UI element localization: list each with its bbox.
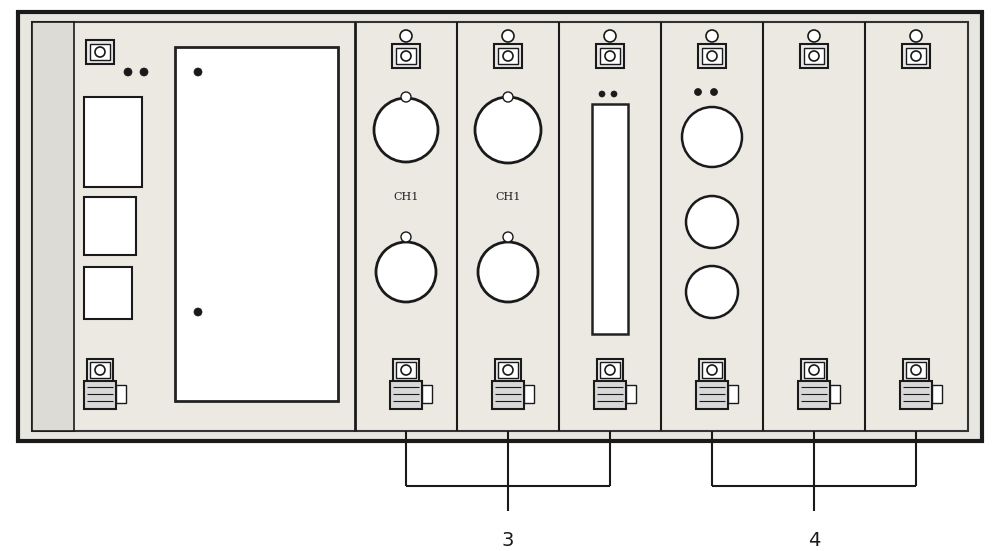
Circle shape: [194, 308, 202, 316]
Bar: [524, 385, 534, 403]
Circle shape: [401, 232, 411, 242]
Circle shape: [605, 51, 615, 61]
Circle shape: [686, 266, 738, 318]
Bar: [596, 44, 624, 68]
Circle shape: [124, 68, 132, 76]
Bar: [495, 359, 521, 381]
Circle shape: [686, 196, 738, 248]
Bar: [84, 267, 132, 319]
Circle shape: [808, 30, 820, 42]
Circle shape: [710, 89, 718, 95]
Circle shape: [400, 30, 412, 42]
Bar: [903, 359, 929, 381]
Bar: [494, 44, 522, 68]
Bar: [798, 381, 830, 409]
Bar: [116, 385, 126, 403]
Bar: [90, 44, 110, 60]
Text: 3: 3: [502, 531, 514, 550]
Bar: [830, 385, 840, 403]
Text: 4: 4: [808, 531, 820, 550]
Circle shape: [682, 107, 742, 167]
Circle shape: [95, 47, 105, 57]
Bar: [87, 359, 113, 381]
Bar: [175, 47, 338, 401]
Circle shape: [707, 365, 717, 375]
Bar: [498, 48, 518, 64]
Bar: [804, 48, 824, 64]
Circle shape: [401, 51, 411, 61]
Bar: [594, 381, 626, 409]
Circle shape: [694, 89, 702, 95]
Bar: [728, 385, 738, 403]
Bar: [422, 385, 432, 403]
Bar: [84, 97, 142, 187]
Bar: [702, 48, 722, 64]
Bar: [696, 381, 728, 409]
Circle shape: [605, 365, 615, 375]
Circle shape: [604, 30, 616, 42]
Circle shape: [503, 232, 513, 242]
Bar: [396, 48, 416, 64]
Bar: [86, 40, 114, 64]
Circle shape: [809, 51, 819, 61]
Circle shape: [401, 365, 411, 375]
Circle shape: [194, 68, 202, 76]
Circle shape: [503, 92, 513, 102]
Text: CH1: CH1: [495, 192, 521, 202]
Bar: [698, 44, 726, 68]
Circle shape: [503, 365, 513, 375]
Bar: [390, 381, 422, 409]
Bar: [498, 362, 518, 378]
Bar: [90, 362, 110, 378]
Circle shape: [706, 30, 718, 42]
Circle shape: [503, 51, 513, 61]
Bar: [902, 44, 930, 68]
Circle shape: [401, 92, 411, 102]
Bar: [492, 381, 524, 409]
Bar: [906, 362, 926, 378]
Bar: [597, 359, 623, 381]
Circle shape: [599, 91, 605, 97]
Circle shape: [95, 365, 105, 375]
Bar: [699, 359, 725, 381]
Circle shape: [911, 51, 921, 61]
Bar: [900, 381, 932, 409]
Bar: [626, 385, 636, 403]
Bar: [32, 22, 968, 431]
Bar: [600, 48, 620, 64]
Bar: [18, 12, 982, 441]
Circle shape: [809, 365, 819, 375]
Circle shape: [502, 30, 514, 42]
Bar: [393, 359, 419, 381]
Circle shape: [707, 51, 717, 61]
Bar: [932, 385, 942, 403]
Bar: [84, 381, 116, 409]
Text: CH1: CH1: [393, 192, 419, 202]
Circle shape: [611, 91, 617, 97]
Bar: [906, 48, 926, 64]
Bar: [600, 362, 620, 378]
Bar: [84, 197, 136, 255]
Bar: [800, 44, 828, 68]
Circle shape: [475, 97, 541, 163]
Bar: [592, 104, 628, 334]
Circle shape: [140, 68, 148, 76]
Circle shape: [911, 365, 921, 375]
Bar: [801, 359, 827, 381]
Bar: [804, 362, 824, 378]
Circle shape: [376, 242, 436, 302]
Bar: [392, 44, 420, 68]
Bar: [396, 362, 416, 378]
Circle shape: [910, 30, 922, 42]
Circle shape: [374, 98, 438, 162]
Circle shape: [478, 242, 538, 302]
Bar: [32, 22, 74, 431]
Bar: [702, 362, 722, 378]
